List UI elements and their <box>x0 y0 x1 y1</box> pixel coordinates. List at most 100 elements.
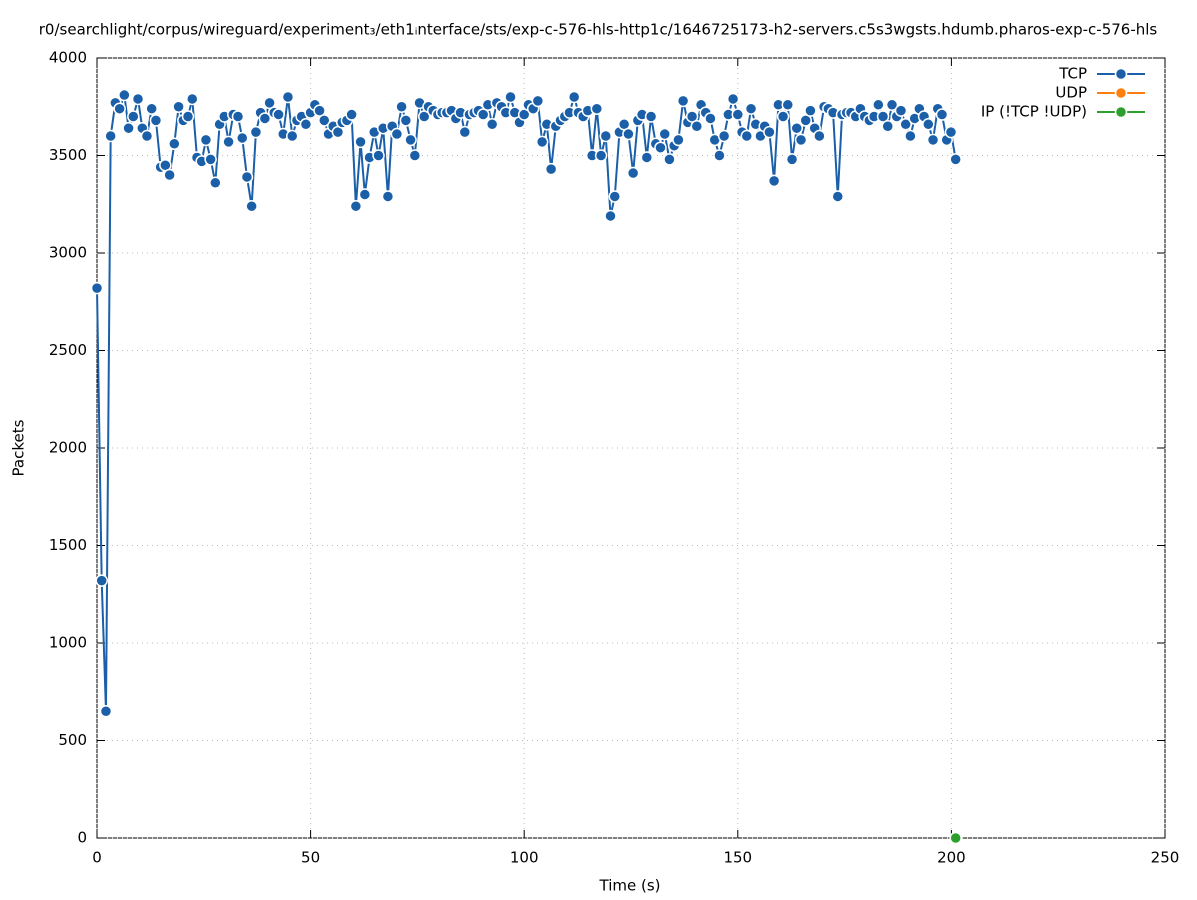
data-point <box>272 108 285 121</box>
data-point <box>876 110 890 123</box>
data-point <box>767 174 781 188</box>
legend-marker <box>1114 105 1128 119</box>
data-point <box>240 170 254 184</box>
legend-marker <box>1114 67 1128 81</box>
data-point <box>804 104 817 117</box>
data-point <box>713 149 726 162</box>
data-point <box>231 110 245 123</box>
data-point <box>118 88 131 102</box>
data-point <box>935 108 949 121</box>
data-point <box>163 168 176 182</box>
data-point <box>535 135 549 149</box>
data-point <box>281 90 295 104</box>
data-point <box>485 118 499 131</box>
data-point <box>285 129 299 143</box>
y-tick-label: 500 <box>58 731 87 749</box>
data-point <box>99 705 113 718</box>
legend-label: IP (!TCP !UDP) <box>981 103 1087 121</box>
legend-marker <box>1114 86 1128 100</box>
data-point <box>113 102 126 115</box>
data-line <box>96 93 957 712</box>
legend-label: TCP <box>1058 65 1087 83</box>
data-point <box>949 831 962 845</box>
data-point <box>149 114 163 127</box>
data-point <box>172 100 185 113</box>
y-tick-label: 2500 <box>49 341 87 359</box>
data-point <box>90 281 104 295</box>
data-point <box>209 176 222 190</box>
data-point <box>640 151 654 164</box>
data-point <box>594 149 608 162</box>
data-point <box>672 133 685 147</box>
data-point <box>349 199 363 213</box>
y-tick-label: 1500 <box>49 536 87 554</box>
y-tick-label: 3000 <box>49 244 87 262</box>
data-point <box>658 127 671 141</box>
data-point <box>944 125 958 139</box>
y-tick-label: 0 <box>77 829 87 847</box>
data-point <box>245 199 258 213</box>
data-point <box>872 98 885 112</box>
x-axis-label: Time (s) <box>599 877 661 895</box>
x-tick-label: 50 <box>301 849 320 867</box>
data-point <box>318 114 331 127</box>
data-point <box>567 90 581 104</box>
x-tick-label: 0 <box>92 849 102 867</box>
data-point <box>199 133 213 147</box>
data-point <box>813 129 826 143</box>
data-point <box>776 110 790 123</box>
data-point <box>313 104 326 117</box>
data-point <box>717 129 731 143</box>
data-point <box>399 114 413 127</box>
data-point <box>390 127 404 141</box>
data-point <box>249 125 263 139</box>
data-point <box>104 129 117 143</box>
data-point <box>186 92 199 106</box>
x-tick-label: 200 <box>937 849 966 867</box>
legend-label: UDP <box>1055 84 1087 102</box>
x-tick-label: 150 <box>723 849 752 867</box>
data-point <box>381 190 395 203</box>
data-point <box>881 120 894 133</box>
data-point <box>894 104 908 117</box>
data-point <box>345 108 358 121</box>
data-point <box>831 190 845 203</box>
data-point <box>122 121 135 135</box>
data-point <box>145 102 158 115</box>
data-point <box>544 162 558 176</box>
data-point <box>458 125 472 139</box>
data-point <box>181 110 195 123</box>
data-point <box>372 149 385 162</box>
data-point <box>644 110 658 123</box>
y-tick-label: 4000 <box>49 49 87 67</box>
data-point <box>140 129 154 143</box>
data-point <box>904 129 917 143</box>
data-point <box>790 121 804 135</box>
data-point <box>604 209 617 223</box>
y-tick-label: 2000 <box>49 439 87 457</box>
data-point <box>404 133 417 147</box>
data-point <box>622 127 635 141</box>
data-point <box>726 92 740 106</box>
y-tick-label: 1000 <box>49 634 87 652</box>
data-point <box>299 118 313 131</box>
data-point <box>885 98 899 112</box>
data-point <box>354 135 367 149</box>
data-point <box>690 120 704 133</box>
data-point <box>408 149 422 162</box>
chart-title: r0/searchlight/corpus/wireguard/experime… <box>39 21 1158 39</box>
x-tick-label: 100 <box>510 849 539 867</box>
data-point <box>127 110 140 123</box>
data-point <box>731 108 745 121</box>
data-point <box>704 112 717 125</box>
data-point <box>676 94 690 108</box>
data-point <box>263 96 276 110</box>
data-point <box>685 110 699 123</box>
data-point <box>599 129 613 143</box>
data-point <box>504 90 517 104</box>
data-point <box>531 94 545 108</box>
data-point <box>744 102 758 115</box>
data-point <box>608 190 622 203</box>
data-point <box>204 153 217 166</box>
data-point <box>168 137 181 151</box>
